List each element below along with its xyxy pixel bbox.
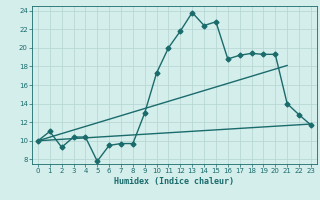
X-axis label: Humidex (Indice chaleur): Humidex (Indice chaleur) (115, 177, 234, 186)
